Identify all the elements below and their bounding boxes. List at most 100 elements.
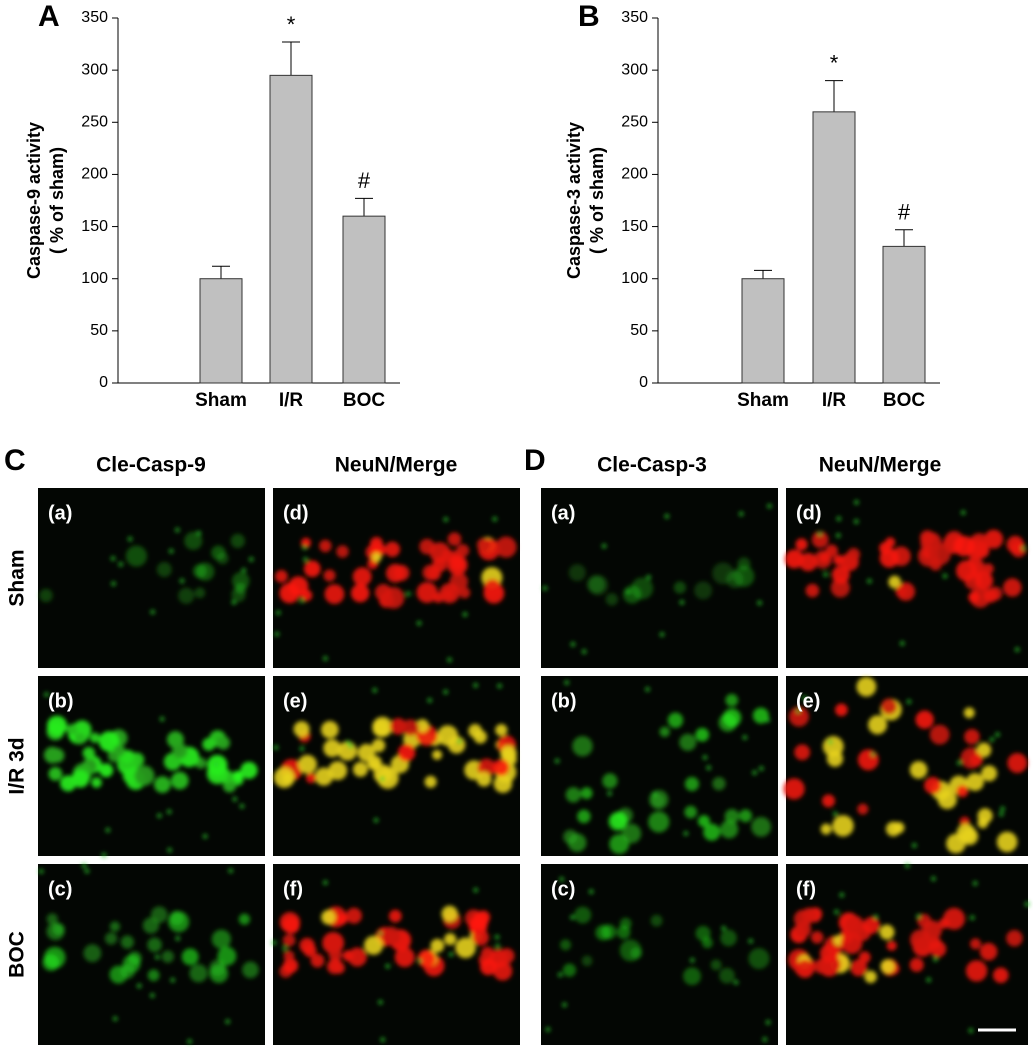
speck — [373, 817, 379, 823]
cell — [886, 940, 897, 951]
cell — [172, 743, 188, 759]
speck — [416, 620, 422, 626]
tile-label: (e) — [796, 690, 820, 712]
speck — [105, 827, 111, 833]
cell — [46, 913, 58, 925]
speck — [679, 599, 685, 605]
cell — [929, 724, 950, 745]
cell — [120, 935, 134, 949]
speck — [81, 863, 87, 869]
cell — [147, 937, 162, 953]
speck — [167, 847, 173, 853]
speck — [495, 943, 501, 949]
speck — [456, 738, 462, 744]
cell — [595, 924, 611, 941]
speck — [762, 1036, 768, 1042]
speck — [870, 751, 876, 757]
cell — [724, 809, 740, 824]
speck — [174, 527, 180, 533]
bar — [199, 278, 243, 384]
significance-mark: # — [358, 168, 371, 193]
cell — [679, 733, 697, 751]
cell — [156, 562, 172, 578]
cell — [293, 721, 310, 738]
cell — [673, 581, 687, 594]
cell — [572, 735, 593, 757]
cell — [956, 785, 969, 798]
y-axis-label: Caspase-3 activity — [564, 122, 584, 279]
cell — [710, 959, 722, 971]
cell — [134, 765, 155, 786]
row-label: BOC — [6, 931, 29, 978]
cell — [476, 771, 492, 787]
cell — [819, 552, 830, 564]
speck — [299, 746, 305, 752]
cell — [303, 560, 321, 578]
cell — [841, 932, 863, 954]
cell — [310, 953, 325, 968]
cell — [929, 940, 947, 958]
cell — [384, 541, 401, 557]
y-tick-label: 100 — [81, 270, 108, 287]
cell — [857, 749, 879, 771]
y-tick-label: 200 — [621, 166, 648, 183]
cell — [415, 719, 430, 733]
speck — [228, 868, 234, 874]
cell — [844, 915, 865, 936]
cell — [98, 731, 120, 752]
cell — [83, 944, 102, 963]
cell — [619, 917, 632, 930]
cell — [937, 789, 957, 810]
column-header: NeuN/Merge — [335, 454, 458, 477]
cell — [323, 569, 336, 582]
speck — [379, 776, 385, 782]
cell — [976, 742, 992, 758]
cell — [196, 562, 215, 581]
cell — [567, 833, 587, 852]
speck — [832, 811, 838, 817]
cell — [605, 593, 619, 606]
cell — [751, 816, 772, 837]
cell — [922, 920, 942, 941]
cell — [352, 567, 372, 587]
speck — [802, 695, 808, 701]
cell — [726, 570, 744, 588]
cell — [472, 929, 489, 946]
cell — [352, 761, 368, 777]
cell — [929, 558, 942, 571]
cell — [996, 831, 1018, 853]
cell — [969, 753, 983, 767]
cell — [82, 746, 96, 760]
speck — [689, 957, 695, 963]
speck — [721, 925, 727, 931]
speck — [652, 791, 658, 797]
speck — [473, 887, 479, 893]
speck — [170, 977, 176, 983]
cell — [483, 579, 502, 597]
cells — [783, 676, 1028, 854]
cells — [38, 863, 259, 1044]
speck — [866, 578, 872, 584]
speck — [752, 770, 758, 776]
cell — [799, 552, 818, 572]
cell — [830, 578, 850, 598]
cell — [499, 948, 515, 964]
cell — [495, 536, 517, 558]
speck — [742, 735, 748, 741]
cell — [447, 554, 468, 576]
cell — [319, 539, 332, 553]
speck — [405, 591, 411, 597]
cell — [965, 960, 988, 982]
cell — [820, 823, 832, 835]
cell — [783, 778, 805, 800]
tile-label: (a) — [551, 502, 575, 524]
cell — [651, 794, 665, 808]
speck — [972, 880, 978, 886]
tile-label: (e) — [283, 690, 307, 712]
speck — [84, 868, 90, 874]
cell — [374, 584, 392, 601]
cells — [542, 503, 772, 655]
tile-label: (c) — [551, 878, 575, 900]
x-tick-label: I/R — [822, 390, 847, 411]
speck — [443, 517, 449, 523]
